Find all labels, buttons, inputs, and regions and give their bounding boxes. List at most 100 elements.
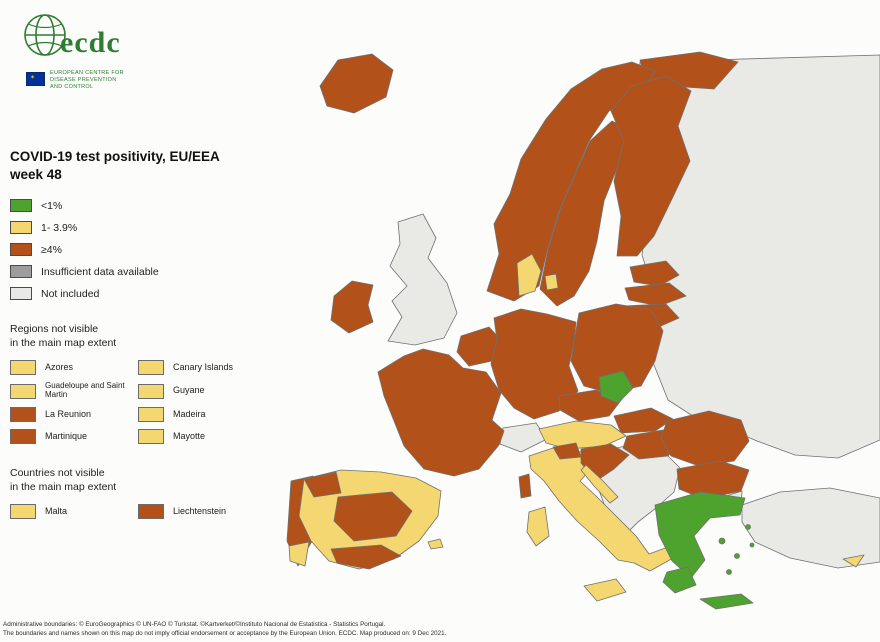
regions-heading-line1: Regions not visible — [10, 323, 99, 336]
map-region-poland — [570, 303, 664, 394]
legend-panel: ecdc ✶ EUROPEAN CENTRE FOR DISEASE PREVE… — [10, 6, 268, 520]
region-label-la-reunion: La Reunion — [45, 408, 92, 419]
map-region-norway — [486, 61, 656, 302]
map-region-aegean-island — [718, 537, 726, 545]
ecdc-wordmark: ecdc — [60, 26, 121, 59]
ecdc-tagline-line1: EUROPEAN CENTRE FOR — [50, 70, 124, 76]
map-region-switzerland — [499, 422, 548, 453]
legend-label-lt1: <1% — [41, 199, 63, 212]
regions-heading: Regions not visible in the main map exte… — [10, 322, 268, 350]
map-region-denmark — [516, 253, 542, 297]
region-swatch-guyane — [138, 383, 164, 399]
region-swatch-la-reunion — [10, 407, 36, 423]
map-region-spain-central — [333, 491, 413, 542]
footnote-line2: The boundaries and names shown on this m… — [3, 630, 447, 638]
legend-label-not-included: Not included — [41, 287, 100, 300]
legend-swatch-brown — [10, 243, 32, 257]
map-region-portugal-south — [288, 541, 310, 567]
eu-flag-icon: ✶ — [26, 72, 45, 86]
map-region-france — [377, 348, 505, 477]
map-region-latvia — [624, 282, 687, 307]
ecdc-tagline: EUROPEAN CENTRE FOR DISEASE PREVENTION A… — [50, 70, 124, 91]
legend-label-ge4: ≥4% — [41, 243, 62, 256]
legend-swatch-gray — [10, 265, 32, 279]
legend-item-lt1: <1% — [10, 199, 268, 213]
map-region-aegean-island — [749, 542, 755, 548]
region-swatch-martinique — [10, 429, 36, 445]
country-label-malta: Malta — [45, 505, 68, 516]
region-label-guadeloupe: Guadeloupe and Saint Martin — [45, 381, 125, 400]
map-region-aegean-island — [726, 569, 732, 575]
region-item-martinique: Martinique — [10, 429, 138, 445]
map-title-line2: week 48 — [10, 166, 62, 182]
map-region-balearic-islands — [427, 538, 444, 550]
legend-item-mid: 1- 3.9% — [10, 221, 268, 235]
regions-grid: Azores Canary Islands Guadeloupe and Sai… — [10, 360, 268, 445]
map-region-sicily — [583, 578, 627, 602]
country-label-liechtenstein: Liechtenstein — [173, 505, 227, 516]
region-swatch-madeira — [138, 407, 164, 423]
map-region-peloponnese — [662, 566, 697, 594]
map-title-line1: COVID-19 test positivity, EU/EEA — [10, 149, 220, 164]
country-item-liechtenstein: Liechtenstein — [138, 504, 258, 520]
map-region-green-region — [598, 370, 634, 404]
map-region-bulgaria — [676, 460, 750, 500]
countries-heading-line2: in the main map extent — [10, 481, 117, 494]
ecdc-globe-icon — [24, 14, 66, 56]
countries-grid: Malta Liechtenstein — [10, 504, 268, 520]
map-region-romania — [660, 410, 750, 467]
region-label-martinique: Martinique — [45, 430, 88, 441]
map-region-turkey — [741, 487, 880, 569]
legend-label-mid: 1- 3.9% — [41, 221, 78, 234]
region-swatch-azores — [10, 360, 36, 376]
map-region-crete — [699, 593, 754, 610]
map-region-slovakia — [613, 407, 674, 434]
map-region-denmark-island — [544, 273, 559, 291]
map-region-finland — [610, 75, 692, 257]
map-region-united-kingdom — [387, 213, 458, 346]
legend: <1% 1- 3.9% ≥4% Insufficient data availa… — [10, 199, 268, 301]
region-label-guyane: Guyane — [173, 385, 205, 396]
countries-heading: Countries not visible in the main map ex… — [10, 466, 268, 494]
region-label-azores: Azores — [45, 361, 74, 372]
map-region-corsica — [518, 473, 532, 499]
map-footnote: Administrative boundaries: © EuroGeograp… — [3, 620, 446, 640]
region-item-mayotte: Mayotte — [138, 429, 258, 445]
map-region-estonia — [629, 260, 680, 287]
footnote-line1: Administrative boundaries: © EuroGeograp… — [3, 620, 386, 628]
region-swatch-mayotte — [138, 429, 164, 445]
map-title: COVID-19 test positivity, EU/EEA week 48 — [10, 148, 268, 183]
map-region-iceland — [319, 53, 394, 114]
region-item-la-reunion: La Reunion — [10, 407, 138, 423]
map-region-spain-northwest — [303, 471, 342, 498]
legend-swatch-green — [10, 199, 32, 213]
legend-swatch-yellow — [10, 221, 32, 235]
map-region-austria — [538, 420, 627, 450]
region-label-madeira: Madeira — [173, 408, 206, 419]
region-swatch-canary-islands — [138, 360, 164, 376]
ecdc-tagline-line3: AND CONTROL — [50, 83, 94, 90]
region-item-guyane: Guyane — [138, 382, 258, 400]
map-region-aegean-island — [745, 524, 751, 530]
map-region-greece — [654, 491, 746, 579]
regions-heading-line2: in the main map extent — [10, 337, 117, 350]
region-swatch-guadeloupe — [10, 383, 36, 399]
country-item-malta: Malta — [10, 504, 138, 520]
region-label-mayotte: Mayotte — [173, 430, 206, 441]
legend-item-not-included: Not included — [10, 287, 268, 301]
map-region-spain-south — [330, 544, 402, 570]
region-item-canary-islands: Canary Islands — [138, 360, 258, 376]
country-swatch-malta — [10, 504, 36, 520]
region-item-guadeloupe: Guadeloupe and Saint Martin — [10, 382, 138, 400]
region-item-azores: Azores — [10, 360, 138, 376]
map-region-croatia-coast — [580, 464, 619, 504]
map-region-cyprus — [842, 554, 865, 568]
map-region-sardinia — [526, 506, 550, 547]
country-swatch-liechtenstein — [138, 504, 164, 520]
countries-heading-line1: Countries not visible — [10, 467, 105, 480]
region-label-canary-islands: Canary Islands — [173, 361, 234, 372]
map-region-aegean-island — [734, 553, 740, 559]
ecdc-tagline-line2: DISEASE PREVENTION — [50, 76, 117, 83]
ecdc-logo: ecdc ✶ EUROPEAN CENTRE FOR DISEASE PREVE… — [20, 6, 268, 102]
